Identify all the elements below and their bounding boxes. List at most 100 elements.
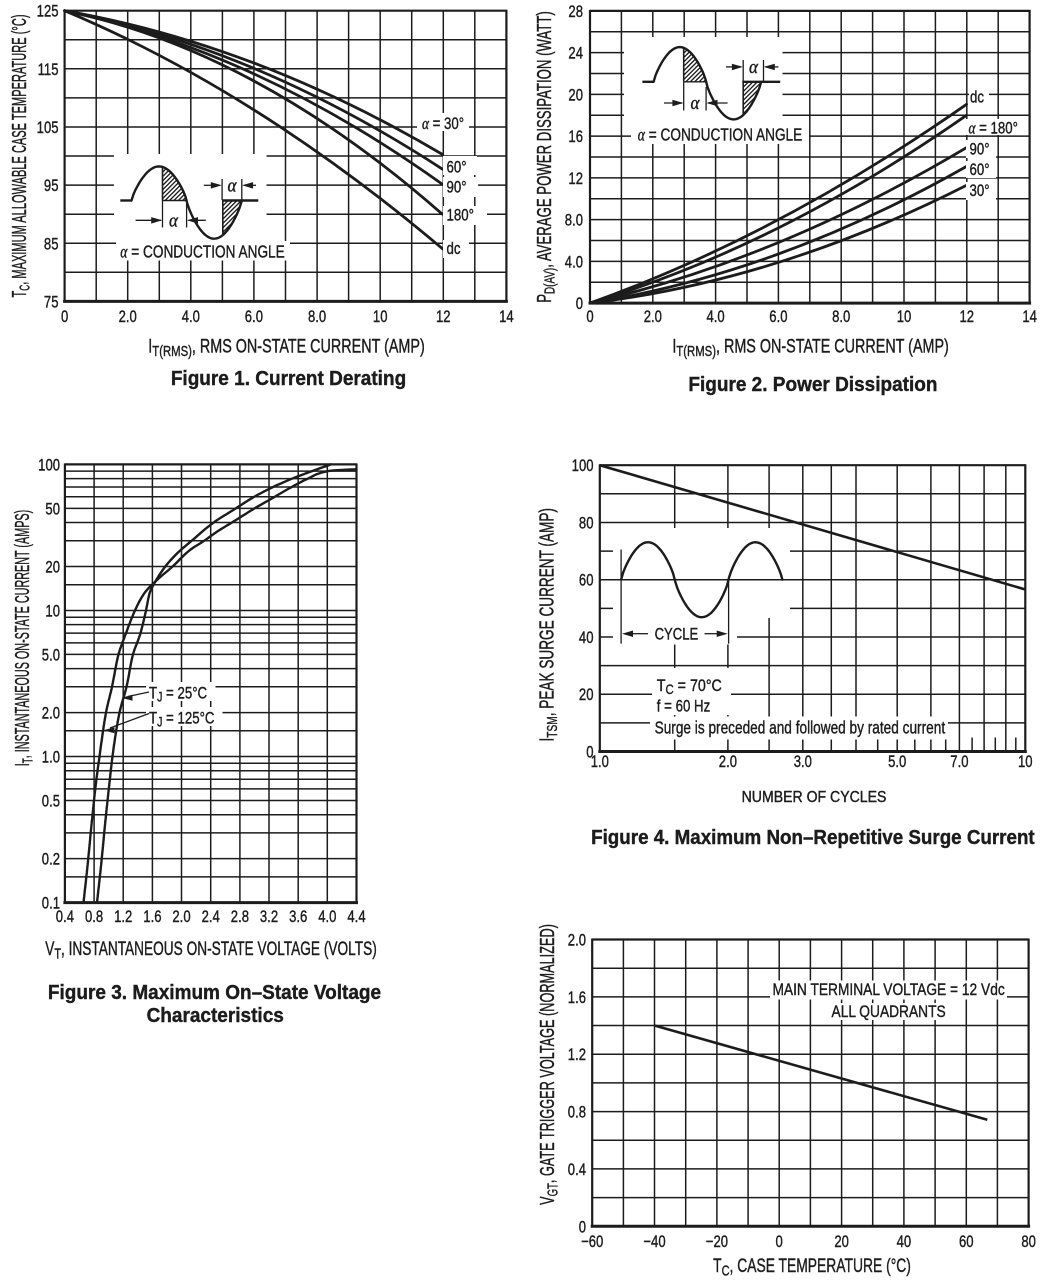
svg-text:0: 0 — [61, 308, 68, 327]
svg-text:IT, INSTANTANEOUS ON-STATE CUR: IT, INSTANTANEOUS ON-STATE CURRENT (AMPS… — [12, 510, 37, 766]
svg-text:1.0: 1.0 — [591, 753, 609, 772]
svg-text:7.0: 7.0 — [950, 753, 968, 772]
svg-text:0.5: 0.5 — [42, 792, 60, 811]
svg-text:90°: 90° — [447, 178, 467, 197]
svg-text:IT(RMS), RMS ON-STATE CURRENT: IT(RMS), RMS ON-STATE CURRENT (AMP) — [672, 336, 948, 360]
svg-text:0.8: 0.8 — [568, 1103, 586, 1122]
svg-text:0.1: 0.1 — [42, 894, 60, 913]
svg-text:0.8: 0.8 — [85, 908, 103, 927]
svg-text:f = 60 Hz: f = 60 Hz — [657, 697, 710, 716]
svg-text:NUMBER OF CYCLES: NUMBER OF CYCLES — [742, 789, 887, 806]
svg-text:0: 0 — [586, 743, 593, 762]
svg-text:10: 10 — [1018, 753, 1033, 772]
svg-text:2.0: 2.0 — [119, 308, 137, 327]
svg-text:4.0: 4.0 — [565, 253, 583, 272]
svg-text:95: 95 — [44, 177, 59, 196]
svg-text:6.0: 6.0 — [245, 308, 263, 327]
svg-text:10: 10 — [373, 308, 388, 327]
svg-text:PD(AV), AVERAGE POWER DISSIPAT: PD(AV), AVERAGE POWER DISSIPATION (WATT) — [533, 11, 558, 303]
svg-text:8.0: 8.0 — [308, 308, 326, 327]
svg-text:0: 0 — [586, 308, 593, 327]
svg-text:α = CONDUCTION ANGLE: α = CONDUCTION ANGLE — [638, 126, 802, 145]
svg-text:80: 80 — [579, 514, 594, 533]
svg-text:α: α — [228, 174, 237, 195]
svg-text:0: 0 — [576, 295, 583, 314]
svg-text:180°: 180° — [447, 206, 474, 225]
svg-text:5.0: 5.0 — [888, 753, 906, 772]
svg-text:Figure 1. Current Derating: Figure 1. Current Derating — [171, 368, 406, 391]
svg-text:14: 14 — [1022, 308, 1037, 327]
svg-text:1.0: 1.0 — [42, 748, 60, 767]
svg-text:TC, CASE TEMPERATURE (°C): TC, CASE TEMPERATURE (°C) — [713, 1255, 911, 1279]
svg-text:VT, INSTANTANEOUS ON-STATE VOL: VT, INSTANTANEOUS ON-STATE VOLTAGE (VOLT… — [45, 938, 377, 962]
svg-text:ITSM, PEAK SURGE CURRENT (AMP): ITSM, PEAK SURGE CURRENT (AMP) — [536, 508, 561, 741]
svg-text:α: α — [169, 209, 178, 230]
svg-text:12: 12 — [960, 308, 975, 327]
svg-text:dc: dc — [970, 88, 984, 107]
svg-text:75: 75 — [44, 293, 59, 312]
svg-text:85: 85 — [44, 235, 59, 254]
svg-text:CYCLE: CYCLE — [655, 625, 699, 644]
svg-text:1.6: 1.6 — [568, 988, 586, 1007]
svg-text:0: 0 — [579, 1218, 586, 1237]
svg-text:20: 20 — [45, 558, 60, 577]
svg-text:TJ = 25°C: TJ = 25°C — [149, 684, 207, 705]
svg-text:3.0: 3.0 — [794, 753, 812, 772]
svg-text:2.4: 2.4 — [202, 908, 220, 927]
svg-text:0.4: 0.4 — [568, 1160, 586, 1179]
svg-text:50: 50 — [45, 500, 60, 519]
svg-text:0.2: 0.2 — [42, 850, 60, 869]
svg-text:−60: −60 — [581, 1233, 603, 1252]
svg-text:100: 100 — [572, 457, 594, 476]
svg-text:3.2: 3.2 — [260, 908, 278, 927]
svg-text:1.2: 1.2 — [114, 908, 132, 927]
svg-text:4.4: 4.4 — [347, 908, 365, 927]
svg-text:20: 20 — [834, 1233, 849, 1252]
svg-text:20: 20 — [579, 686, 594, 705]
svg-text:TC, MAXIMUM ALLOWABLE CASE TEM: TC, MAXIMUM ALLOWABLE CASE TEMPERATURE (… — [9, 15, 34, 298]
svg-text:105: 105 — [37, 119, 59, 138]
svg-text:2.8: 2.8 — [231, 908, 249, 927]
svg-text:−40: −40 — [643, 1233, 665, 1252]
svg-text:20: 20 — [568, 86, 583, 105]
svg-text:90°: 90° — [970, 140, 990, 159]
svg-text:2.0: 2.0 — [172, 908, 190, 927]
svg-text:VGT, GATE TRIGGER VOLTAGE (NOR: VGT, GATE TRIGGER VOLTAGE (NORMALIZED) — [536, 924, 561, 1205]
svg-text:10: 10 — [897, 308, 912, 327]
svg-text:28: 28 — [568, 2, 583, 21]
svg-text:4.0: 4.0 — [182, 308, 200, 327]
svg-text:1.6: 1.6 — [143, 908, 161, 927]
svg-text:2.0: 2.0 — [644, 308, 662, 327]
svg-text:1.2: 1.2 — [568, 1046, 586, 1065]
svg-text:α = 30°: α = 30° — [422, 115, 464, 134]
svg-text:40: 40 — [579, 629, 594, 648]
svg-text:125: 125 — [37, 2, 59, 21]
svg-text:60: 60 — [959, 1233, 974, 1252]
svg-text:16: 16 — [568, 128, 583, 147]
svg-text:Figure 4. Maximum Non–Repetiti: Figure 4. Maximum Non–Repetitive Surge C… — [591, 826, 1035, 849]
svg-text:8.0: 8.0 — [832, 308, 850, 327]
svg-text:Surge is preceded and followed: Surge is preceded and followed by rated … — [655, 719, 946, 738]
svg-text:−20: −20 — [706, 1233, 728, 1252]
svg-text:Figure 3. Maximum On–State Vol: Figure 3. Maximum On–State Voltage — [48, 982, 381, 1005]
svg-text:6.0: 6.0 — [769, 308, 787, 327]
svg-text:ALL QUADRANTS: ALL QUADRANTS — [832, 1003, 946, 1022]
svg-text:4.0: 4.0 — [707, 308, 725, 327]
svg-text:IT(RMS), RMS ON-STATE CURRENT: IT(RMS), RMS ON-STATE CURRENT (AMP) — [148, 336, 424, 360]
svg-text:60°: 60° — [970, 161, 990, 180]
svg-text:2.0: 2.0 — [719, 753, 737, 772]
svg-text:40: 40 — [897, 1233, 912, 1252]
svg-text:α: α — [749, 56, 758, 77]
svg-text:TJ = 125°C: TJ = 125°C — [149, 709, 214, 730]
svg-text:Figure 2. Power Dissipation: Figure 2. Power Dissipation — [688, 374, 937, 397]
svg-text:8.0: 8.0 — [565, 211, 583, 230]
svg-text:100: 100 — [38, 456, 60, 475]
svg-text:5.0: 5.0 — [42, 646, 60, 665]
svg-text:24: 24 — [568, 44, 583, 63]
svg-text:3.6: 3.6 — [289, 908, 307, 927]
svg-text:115: 115 — [38, 60, 59, 79]
svg-text:Characteristics: Characteristics — [147, 1005, 284, 1028]
svg-text:2.0: 2.0 — [568, 931, 586, 950]
svg-text:MAIN TERMINAL VOLTAGE = 12 Vdc: MAIN TERMINAL VOLTAGE = 12 Vdc — [772, 981, 1004, 1000]
svg-text:12: 12 — [436, 308, 451, 327]
